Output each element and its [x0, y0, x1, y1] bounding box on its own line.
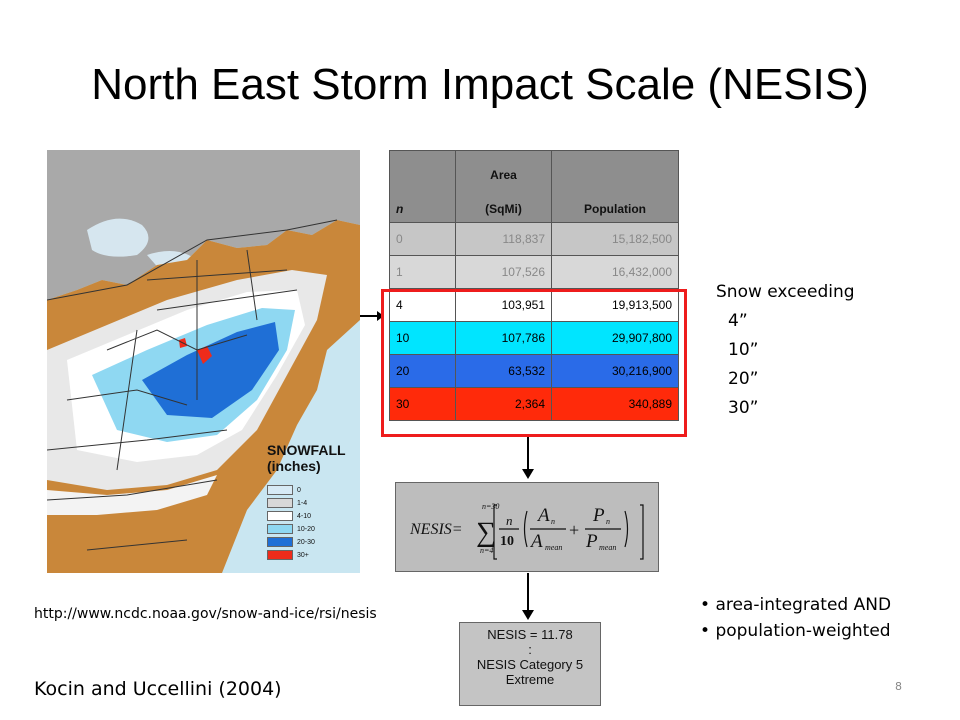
table-cell-area: 107,526 — [455, 255, 552, 289]
table-row: 30 2,364 340,889 — [389, 387, 679, 421]
bullet-item: • area-integrated AND — [700, 595, 892, 615]
table-to-formula-arrow — [522, 437, 534, 479]
legend-label: 1-4 — [297, 499, 308, 507]
legend-label: 20-30 — [297, 538, 315, 546]
formula-lhs: NESIS= — [409, 521, 463, 538]
formula-p-mean: P — [585, 531, 598, 552]
formula-p-n: P — [592, 505, 605, 526]
source-url[interactable]: http://www.ncdc.noaa.gov/snow-and-ice/rs… — [34, 606, 377, 622]
formula-n: n — [506, 513, 513, 528]
table-cell-area: 2,364 — [455, 387, 552, 421]
map-graphic — [47, 150, 360, 573]
legend-label: 10-20 — [297, 525, 315, 533]
page-number: 8 — [895, 680, 902, 693]
result-line4: Extreme — [505, 672, 555, 687]
table-row: 20 63,532 30,216,900 — [389, 354, 679, 388]
result-line1: NESIS = 11.78 — [487, 627, 573, 642]
legend-item: 0 — [267, 484, 357, 496]
formula-a-n: A — [536, 505, 550, 526]
column-header-area-bottom: (SqMi) — [485, 202, 522, 216]
bullet-list: • area-integrated AND • population-weigh… — [700, 592, 891, 644]
map-to-table-arrow — [360, 311, 384, 321]
snow-exceeding-heading: Snow exceeding — [716, 282, 855, 302]
snow-exceeding-value: 4” — [728, 311, 748, 331]
column-header-n: n — [389, 150, 456, 223]
highlight-box — [381, 289, 687, 437]
map-legend: SNOWFALL (inches) 0 1-4 4-10 10-20 20-30 30+ — [267, 442, 357, 562]
legend-swatch — [267, 537, 293, 547]
legend-item: 4-10 — [267, 510, 357, 522]
snow-exceeding-labels: Snow exceeding 4” 10” 20” 30” — [716, 278, 855, 423]
formula-plus: + — [569, 520, 579, 540]
table-body: 0 118,837 15,182,500 1 107,526 16,432,000 4 103… — [389, 222, 679, 421]
nesis-formula: NESIS= n=30 ∑ n=4 n 10 A n A mean + P n … — [395, 482, 659, 572]
legend-title-line2: (inches) — [267, 458, 321, 474]
column-header-population: Population — [551, 150, 679, 223]
legend-items: 0 1-4 4-10 10-20 20-30 30+ — [267, 484, 357, 561]
legend-item: 20-30 — [267, 536, 357, 548]
formula-p-n-sub: n — [606, 517, 610, 526]
legend-swatch — [267, 524, 293, 534]
formula-graphic: NESIS= n=30 ∑ n=4 n 10 A n A mean + P n … — [409, 502, 644, 560]
table-cell-population: 15,182,500 — [551, 222, 679, 256]
table-cell-area: 107,786 — [455, 321, 552, 355]
table-cell-population: 19,913,500 — [551, 288, 679, 322]
table-cell-n: 0 — [389, 222, 456, 256]
table-row: 10 107,786 29,907,800 — [389, 321, 679, 355]
legend-swatch — [267, 511, 293, 521]
legend-item: 10-20 — [267, 523, 357, 535]
formula-a-mean: A — [529, 531, 543, 552]
bracket-left — [493, 504, 497, 560]
paren-right — [624, 510, 629, 548]
table-cell-population: 16,432,000 — [551, 255, 679, 289]
formula-a-mean-sub: mean — [545, 543, 562, 552]
sum-symbol: ∑ — [476, 517, 496, 548]
table-cell-population: 30,216,900 — [551, 354, 679, 388]
table-cell-n: 30 — [389, 387, 456, 421]
legend-item: 1-4 — [267, 497, 357, 509]
table-row: 1 107,526 16,432,000 — [389, 255, 679, 289]
table-cell-population: 340,889 — [551, 387, 679, 421]
legend-swatch — [267, 498, 293, 508]
column-header-area-top: Area — [490, 168, 517, 182]
formula-ten: 10 — [500, 534, 514, 549]
snow-area-population-table: n Area (SqMi) Population 0 118,837 15,182,… — [389, 150, 679, 421]
result-line2: : — [528, 642, 532, 657]
snowfall-map: SNOWFALL (inches) 0 1-4 4-10 10-20 20-30 30+ — [47, 150, 360, 573]
legend-item: 30+ — [267, 549, 357, 561]
legend-label: 0 — [297, 486, 301, 494]
bullet-text: area-integrated AND — [715, 595, 892, 615]
paren-left — [523, 510, 528, 548]
table-cell-n: 1 — [389, 255, 456, 289]
legend-label: 4-10 — [297, 512, 312, 520]
legend-swatch — [267, 550, 293, 560]
formula-sum-bottom: n=4 — [480, 546, 493, 555]
formula-a-n-sub: n — [551, 517, 555, 526]
legend-swatch — [267, 485, 293, 495]
snow-exceeding-value: 10” — [728, 340, 759, 360]
bullet-item: • population-weighted — [700, 621, 891, 641]
table-cell-n: 20 — [389, 354, 456, 388]
formula-to-result-arrow — [522, 573, 534, 620]
column-header-area: Area (SqMi) — [455, 150, 552, 223]
slide-title: North East Storm Impact Scale (NESIS) — [91, 60, 869, 109]
snow-exceeding-value: 30” — [728, 398, 759, 418]
citation: Kocin and Uccellini (2004) — [34, 678, 282, 700]
table-cell-n: 10 — [389, 321, 456, 355]
result-line3: NESIS Category 5 — [476, 657, 584, 672]
table-cell-population: 29,907,800 — [551, 321, 679, 355]
bullet-text: population-weighted — [715, 621, 891, 641]
formula-sum-top: n=30 — [482, 502, 499, 511]
table-cell-area: 118,837 — [455, 222, 552, 256]
formula-p-mean-sub: mean — [599, 543, 616, 552]
nesis-result: NESIS = 11.78 : NESIS Category 5 Extreme — [459, 622, 601, 706]
snow-exceeding-value: 20” — [728, 369, 759, 389]
table-row: 0 118,837 15,182,500 — [389, 222, 679, 256]
legend-label: 30+ — [297, 551, 309, 559]
bracket-right — [640, 504, 644, 560]
legend-title-line1: SNOWFALL — [267, 442, 346, 458]
